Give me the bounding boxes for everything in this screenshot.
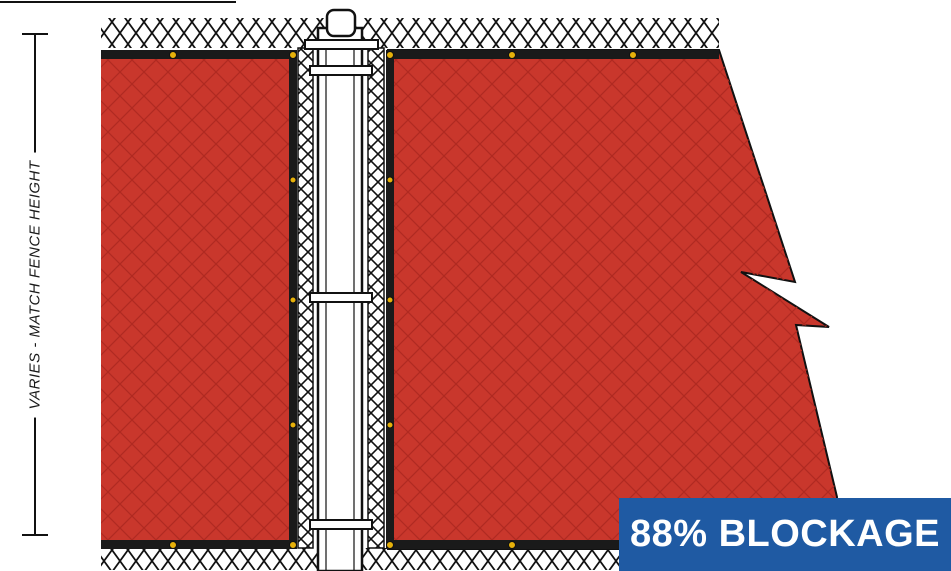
dimension-label: VARIES - MATCH FENCE HEIGHT [26,152,44,418]
grommet [508,51,516,59]
grommet [629,51,637,59]
grommet [386,421,394,429]
screen-panel-right [386,49,839,550]
tension-bands [304,39,379,530]
top-chain-link [101,18,719,48]
binding-top-left [101,50,296,59]
grommet [289,176,297,184]
tension-band [309,292,373,303]
tension-band [309,65,373,76]
binding-bottom-right [388,540,834,549]
post-cap [325,8,357,38]
grommet [386,296,394,304]
grommet [386,176,394,184]
grommet [289,421,297,429]
grommet [386,51,394,59]
fence-post [316,8,364,571]
bottom-chain-link [101,548,671,570]
grommet [289,541,297,549]
blockage-badge: 88% BLOCKAGE [619,498,951,571]
grommet [386,541,394,549]
grommets [169,51,637,549]
grommet [289,51,297,59]
screen-panel-left [101,50,297,549]
binding-bottom-left [101,540,296,549]
grommet [169,51,177,59]
tension-band [309,519,373,530]
tension-band [304,39,379,50]
binding-top-right [388,50,719,59]
grommet [169,541,177,549]
grommet [289,296,297,304]
grommet [508,541,516,549]
